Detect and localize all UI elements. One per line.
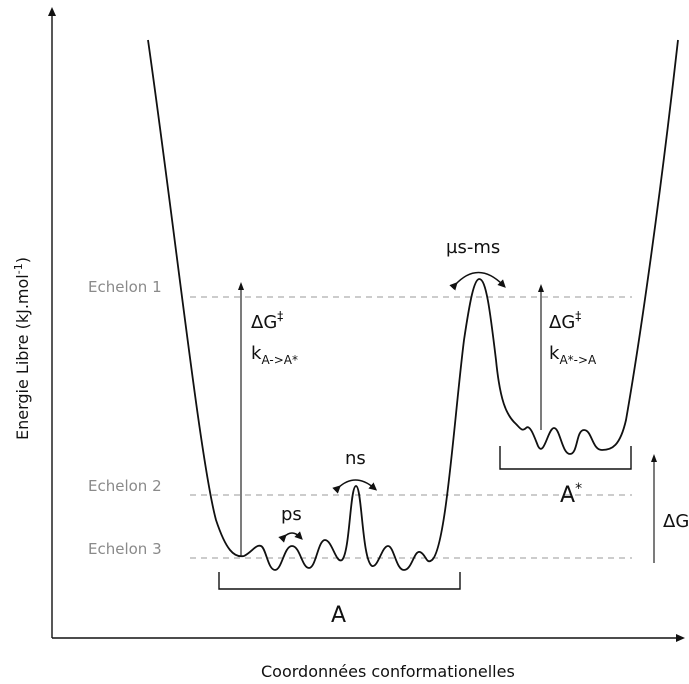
forward-rate-label: kA->A* [251,343,298,367]
reverse-rate-label: kA*->A [549,343,597,367]
echelon-1-label: Echelon 1 [88,278,162,296]
ps-arc-arrow [278,531,303,543]
state-a-star-bracket [499,446,632,470]
forward-dg-label: ΔG‡ [251,309,283,333]
delta-g-arrowhead-icon [651,454,657,462]
ns-label: ns [345,448,366,469]
y-axis-label: Energie Libre (kJ.mol-1) [12,257,32,440]
us-ms-arc-arrow [449,271,506,291]
ns-arc-arrow [332,479,378,494]
reverse-dg-label: ΔG‡ [549,309,581,333]
x-axis-label: Coordonnées conformationelles [261,662,515,681]
state-a-bracket [218,572,461,590]
us-ms-label: µs-ms [446,237,500,258]
y-axis-arrow-icon [48,7,56,16]
echelon-3-label: Echelon 3 [88,540,162,558]
ps-label: ps [281,504,302,525]
forward-barrier-arrowhead-icon [238,282,244,290]
x-axis-arrow-icon [676,634,685,642]
energy-curve [147,39,679,571]
reverse-barrier-arrowhead-icon [538,284,544,292]
echelon-2-label: Echelon 2 [88,477,162,495]
state-a-label: A [331,603,346,628]
delta-g-label: ΔG [663,511,689,532]
state-a-star-label: A* [560,481,582,508]
